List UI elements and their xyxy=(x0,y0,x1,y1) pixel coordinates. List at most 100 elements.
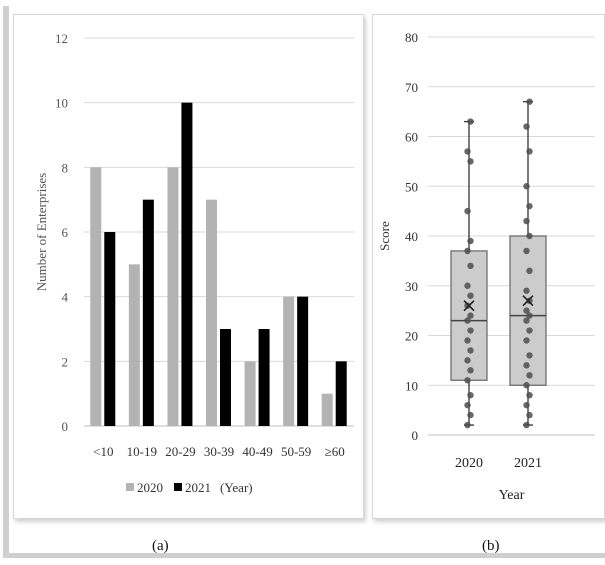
bar-2020-4 xyxy=(244,361,256,426)
data-point xyxy=(467,118,474,125)
data-point xyxy=(467,347,474,354)
data-point xyxy=(523,362,530,369)
data-point xyxy=(523,123,530,130)
legend-swatch-2021 xyxy=(174,483,182,491)
legend-suffix: (Year) xyxy=(220,480,253,495)
box-plot: 0 10 20 30 40 50 60 70 80 2020 2021 Score Year xyxy=(377,30,595,503)
y-tick-label: 6 xyxy=(62,225,69,240)
data-point xyxy=(467,367,474,374)
y-tick-label: 40 xyxy=(405,229,418,244)
data-point xyxy=(526,392,533,399)
data-point xyxy=(467,392,474,399)
data-point xyxy=(523,307,530,314)
data-point xyxy=(526,267,533,275)
y-tick-label: 70 xyxy=(405,80,418,95)
legend-label-2020: 2020 xyxy=(137,480,163,495)
bar-2020-0 xyxy=(90,167,102,427)
data-point xyxy=(464,357,471,364)
bar-chart-panel: 0 2 4 6 8 10 12 <10 10-19 20-29 30-39 40-49 50-59 ≥60… xyxy=(13,14,364,519)
data-point xyxy=(523,217,530,225)
x-tick-label: 40-49 xyxy=(242,444,272,459)
bar-2021-0 xyxy=(104,232,116,426)
data-point xyxy=(523,401,530,409)
frame-edge xyxy=(3,553,605,558)
legend-swatch-2020 xyxy=(126,483,134,491)
data-point xyxy=(464,337,471,344)
x-axis-title: Year xyxy=(499,488,525,503)
data-point xyxy=(467,292,474,299)
data-point xyxy=(464,377,471,384)
data-point xyxy=(467,327,474,334)
y-tick-label: 10 xyxy=(405,378,418,393)
data-point xyxy=(526,372,533,379)
data-point xyxy=(464,148,471,155)
data-point xyxy=(467,312,474,319)
x-tick-label: 2020 xyxy=(455,456,483,471)
bar-2020-3 xyxy=(206,199,217,426)
data-point xyxy=(464,401,471,409)
bar-2021-2 xyxy=(181,102,193,427)
y-axis-title: Number of Enterprises xyxy=(34,173,49,291)
data-point xyxy=(526,327,533,334)
data-point xyxy=(464,317,471,324)
data-point xyxy=(526,202,533,210)
mean-marker xyxy=(522,295,534,307)
data-point xyxy=(526,312,533,319)
y-tick-label: 4 xyxy=(62,290,69,305)
data-point xyxy=(523,247,530,255)
bar-2020-5 xyxy=(283,296,295,426)
y-tick-label: 0 xyxy=(62,419,69,434)
y-tick-label: 10 xyxy=(55,96,68,111)
y-tick-label: 60 xyxy=(405,130,418,145)
frame-edge xyxy=(3,6,9,558)
data-point xyxy=(523,317,530,324)
x-tick-label: 30-39 xyxy=(204,444,234,459)
data-point xyxy=(464,207,471,215)
mean-marker xyxy=(463,300,475,312)
data-point xyxy=(467,237,474,245)
bar-2020-1 xyxy=(128,264,140,426)
data-point xyxy=(523,183,530,190)
y-tick-label: 12 xyxy=(55,31,68,46)
x-tick-label: 20-29 xyxy=(165,444,195,459)
data-point xyxy=(523,382,530,389)
data-point xyxy=(526,297,533,304)
y-tick-label: 2 xyxy=(62,354,69,369)
data-point xyxy=(523,287,530,294)
y-tick-label: 30 xyxy=(405,279,418,294)
bar-2021-3 xyxy=(220,329,231,426)
data-point xyxy=(526,352,533,359)
x-tick-label: 2021 xyxy=(514,456,542,471)
y-tick-label: 50 xyxy=(405,179,418,194)
bar-2021-5 xyxy=(297,296,309,426)
x-tick-label: 50-59 xyxy=(281,444,311,459)
data-point xyxy=(464,302,471,309)
data-point xyxy=(464,247,471,255)
box-plot-panel: 0 10 20 30 40 50 60 70 80 2020 2021 Score Year xyxy=(372,14,605,519)
data-point xyxy=(526,232,533,240)
data-point xyxy=(464,421,471,429)
data-point xyxy=(467,262,474,270)
caption-b: (b) xyxy=(482,538,500,554)
bar-2020-6 xyxy=(321,393,333,426)
data-point xyxy=(464,282,471,289)
data-point xyxy=(526,411,533,419)
x-tick-label: 10-19 xyxy=(127,444,157,459)
legend-label-2021: 2021 xyxy=(185,480,211,495)
data-point xyxy=(523,337,530,344)
y-axis-title: Score xyxy=(377,221,392,251)
caption-a: (a) xyxy=(152,538,169,554)
x-tick-label: ≥60 xyxy=(325,444,345,459)
data-point xyxy=(523,421,530,429)
bar-2021-1 xyxy=(142,199,154,426)
bar-2021-6 xyxy=(335,361,347,426)
y-tick-label: 80 xyxy=(405,30,418,45)
bar-2021-4 xyxy=(258,329,270,426)
data-point xyxy=(467,411,474,419)
bar-2020-2 xyxy=(167,167,179,427)
data-point xyxy=(526,98,533,105)
data-point xyxy=(526,148,533,155)
y-tick-label: 0 xyxy=(412,428,419,443)
y-tick-label: 8 xyxy=(62,160,69,175)
